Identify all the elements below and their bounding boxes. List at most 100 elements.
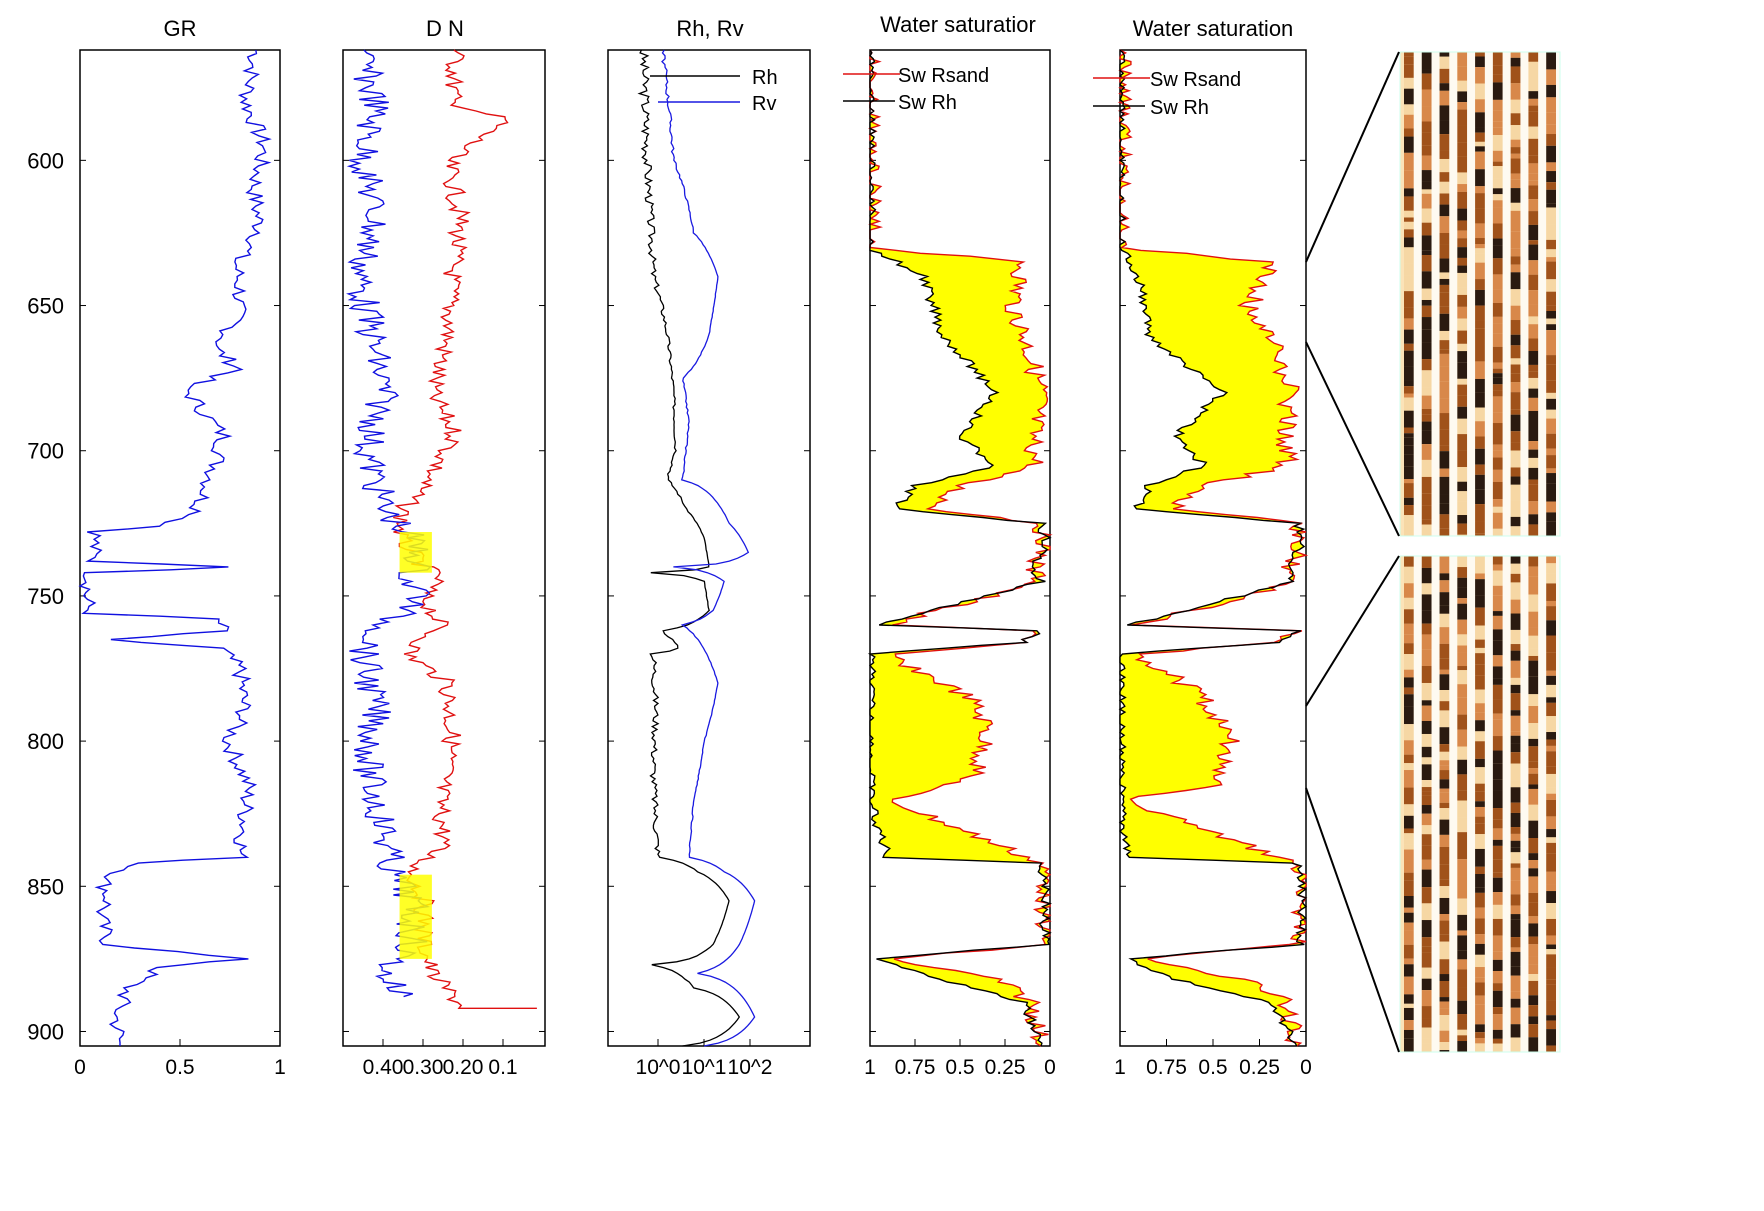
core-band: [1421, 791, 1432, 796]
density-curve: [393, 49, 537, 1009]
core-band: [1546, 162, 1556, 172]
core-band: [1404, 56, 1414, 65]
core-band: [1404, 237, 1414, 248]
core-band: [1421, 746, 1432, 758]
core-band: [1510, 563, 1521, 574]
core-band: [1421, 69, 1432, 74]
core-band: [1475, 407, 1485, 422]
core-band: [1404, 844, 1414, 850]
core-band: [1404, 556, 1414, 567]
core-band: [1457, 556, 1468, 568]
core-band: [1457, 914, 1468, 931]
core-band: [1421, 288, 1432, 300]
core-band: [1528, 441, 1539, 450]
core-band: [1492, 481, 1503, 500]
core-band: [1492, 207, 1503, 224]
core-band: [1457, 567, 1468, 578]
core-band: [1457, 257, 1468, 266]
core-band: [1404, 307, 1414, 319]
core-band: [1439, 751, 1450, 761]
core-band: [1421, 387, 1432, 396]
core-band: [1492, 1043, 1503, 1052]
core-band: [1457, 935, 1468, 951]
core-band: [1404, 247, 1414, 264]
core-band: [1404, 329, 1414, 344]
core-band: [1528, 923, 1539, 937]
core-band: [1457, 450, 1468, 468]
core-band: [1457, 230, 1468, 239]
legend-label-rv: Rv: [752, 93, 776, 115]
core-band: [1528, 138, 1539, 156]
core-band: [1404, 623, 1414, 635]
core-gap: [1484, 52, 1493, 536]
core-band: [1457, 109, 1468, 126]
core-band: [1528, 1037, 1539, 1052]
core-band: [1457, 876, 1468, 891]
core-band: [1546, 606, 1556, 621]
core-band: [1510, 125, 1521, 140]
core-band: [1528, 980, 1539, 996]
core-band: [1475, 448, 1485, 465]
core-band: [1457, 1029, 1468, 1036]
core-band: [1421, 52, 1432, 70]
core-band: [1528, 479, 1539, 485]
core-band: [1421, 493, 1432, 506]
core-band: [1421, 952, 1432, 968]
core-band: [1457, 91, 1468, 103]
core-band: [1492, 615, 1503, 630]
core-band: [1404, 170, 1414, 189]
core-band: [1421, 317, 1432, 330]
core-band: [1546, 684, 1556, 698]
core-band: [1510, 320, 1521, 335]
track-title-sw2: Water saturation: [1133, 16, 1294, 41]
legend-res: Rh Rv: [650, 67, 778, 115]
core-band: [1492, 1007, 1503, 1015]
core-band: [1510, 735, 1521, 744]
sw-rh-curve: [867, 49, 1053, 1047]
core-band: [1475, 703, 1485, 713]
core-band: [1528, 324, 1539, 339]
core-band: [1492, 423, 1503, 433]
zoom-connector-lower: [1305, 555, 1400, 1053]
core-band: [1439, 494, 1450, 504]
x-tick-label: 0.25: [1239, 1056, 1280, 1079]
core-band: [1439, 779, 1450, 789]
core-band: [1546, 455, 1556, 469]
core-band: [1528, 61, 1539, 79]
core-band: [1475, 328, 1485, 345]
core-band: [1439, 920, 1450, 935]
core-band: [1421, 421, 1432, 431]
core-band: [1546, 984, 1556, 1001]
core-band: [1475, 595, 1485, 608]
core-band: [1528, 260, 1539, 275]
core-band: [1475, 625, 1485, 640]
core-band: [1528, 974, 1539, 981]
core-band: [1475, 801, 1485, 807]
track-frame-sw2: [1119, 49, 1307, 1047]
core-band: [1457, 491, 1468, 502]
core-band: [1439, 244, 1450, 259]
core-band: [1475, 741, 1485, 759]
core-band: [1475, 907, 1485, 919]
core-band: [1457, 619, 1468, 635]
core-band: [1492, 362, 1503, 369]
track-frame-dn: [342, 49, 546, 1047]
core-band: [1546, 556, 1556, 564]
core-band: [1404, 828, 1414, 834]
core-band: [1510, 516, 1521, 527]
core-band: [1404, 787, 1414, 805]
track-title-res: Rh, Rv: [676, 16, 743, 41]
core-band: [1528, 655, 1539, 661]
core-band: [1421, 787, 1432, 792]
core-band: [1439, 727, 1450, 745]
core-band: [1457, 1000, 1468, 1015]
core-band: [1421, 459, 1432, 477]
core-band: [1510, 582, 1521, 600]
core-band: [1457, 125, 1468, 143]
core-band: [1439, 349, 1450, 354]
curves: [78, 49, 1309, 1047]
core-band: [1546, 249, 1556, 258]
core-band: [1421, 700, 1432, 706]
core-band: [1457, 172, 1468, 185]
core-band: [1457, 66, 1468, 81]
